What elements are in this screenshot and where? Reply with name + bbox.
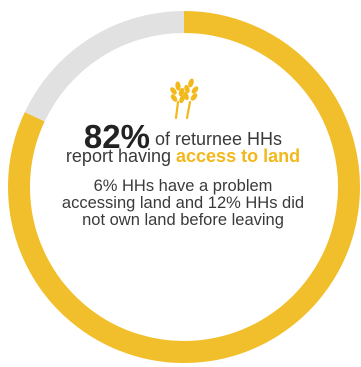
ring-group bbox=[8, 11, 360, 363]
wheat-icon bbox=[170, 78, 199, 120]
annotation-text: 6% HHs have a problem accessing land and… bbox=[61, 177, 305, 229]
headline-text: of returnee HHs report having bbox=[65, 129, 283, 166]
headline: 82% of returnee HHs report having access… bbox=[58, 120, 308, 166]
donut-slice-2 bbox=[24, 11, 185, 122]
center-text: 82% of returnee HHs report having access… bbox=[58, 120, 308, 229]
donut-slice-1 bbox=[8, 11, 360, 363]
headline-highlight: access to land bbox=[176, 146, 301, 166]
